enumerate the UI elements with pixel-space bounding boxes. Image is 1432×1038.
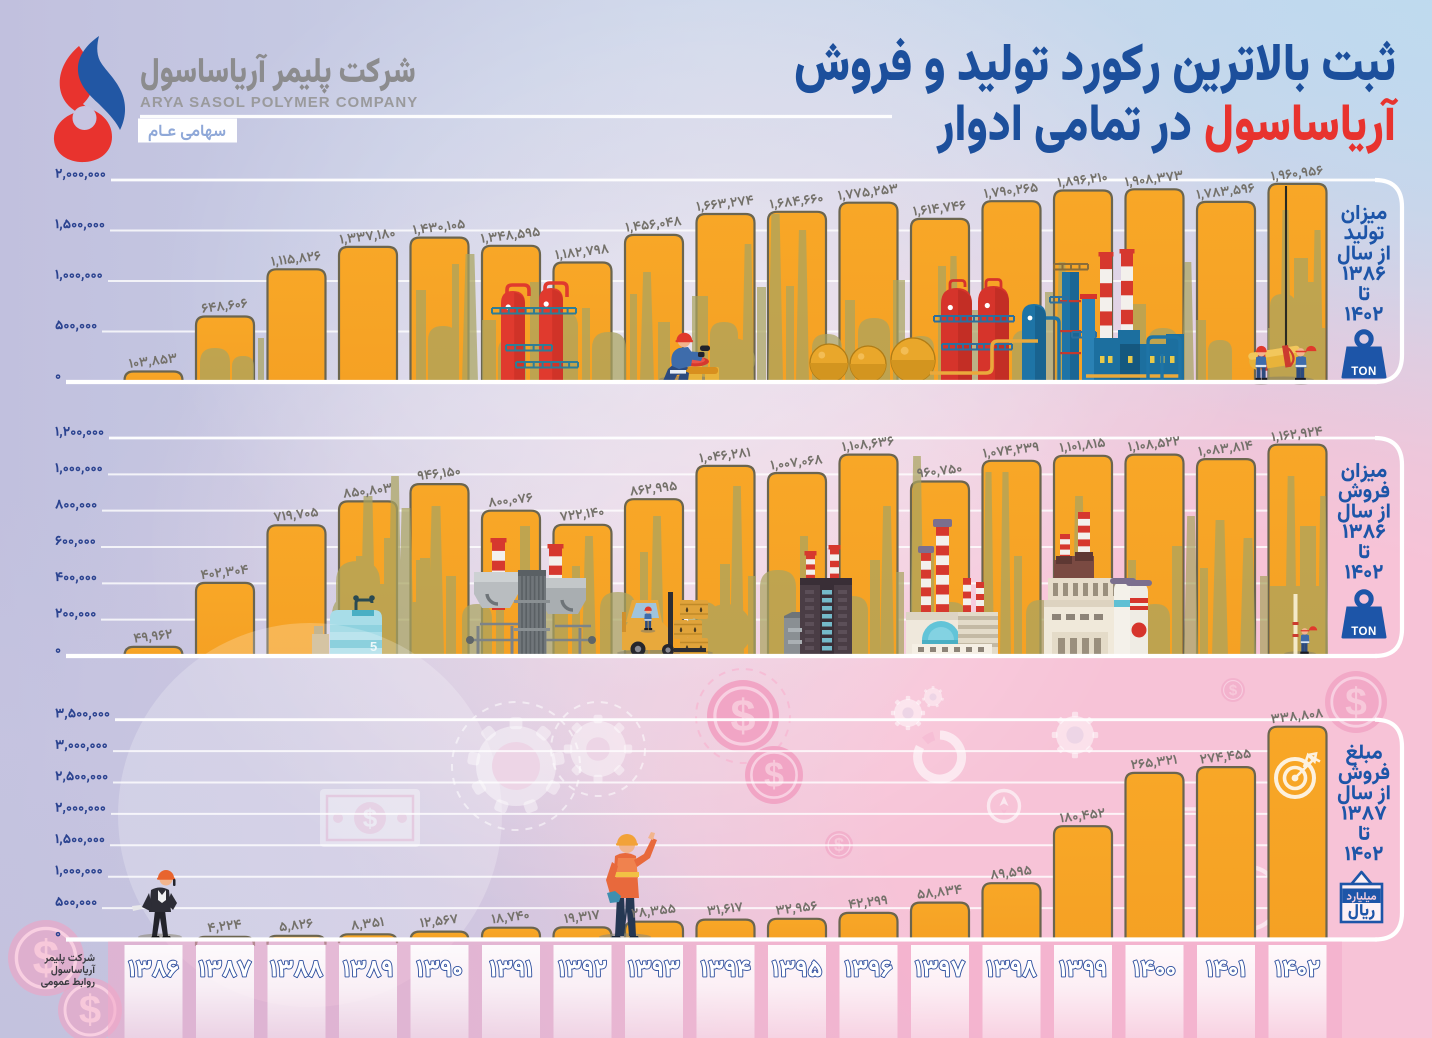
svg-text:ARYA SASOL POLYMER COMPANY: ARYA SASOL POLYMER COMPANY [140, 94, 418, 111]
svg-text:TON: TON [1351, 626, 1377, 638]
svg-text:$: $ [730, 690, 755, 741]
svg-text:5: 5 [370, 639, 377, 654]
svg-text:TON: TON [1351, 366, 1377, 378]
svg-text:$: $ [79, 988, 101, 1032]
svg-text:$: $ [1229, 682, 1238, 699]
svg-text:$: $ [33, 932, 60, 985]
svg-text:$: $ [764, 754, 784, 795]
svg-text:$: $ [363, 803, 378, 833]
svg-text:$: $ [1345, 681, 1367, 724]
